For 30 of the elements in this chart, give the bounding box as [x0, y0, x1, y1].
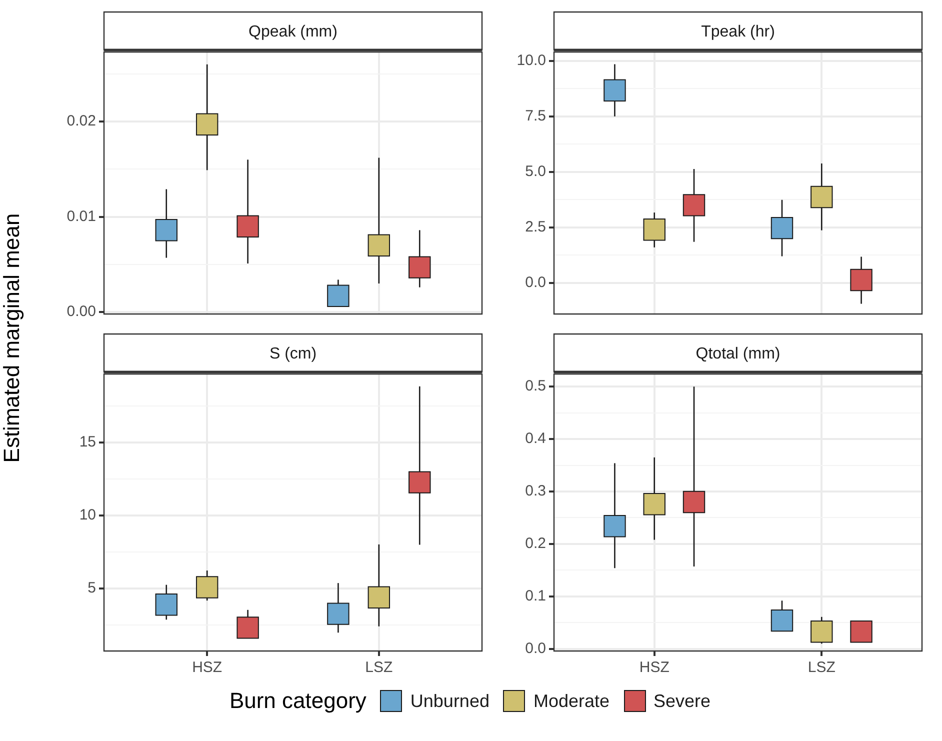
y-tick-label: 0.0 — [525, 640, 546, 658]
legend-title: Burn category — [229, 688, 366, 714]
x-tick-label: LSZ — [808, 659, 836, 676]
y-tick-label: 10.0 — [516, 52, 546, 70]
y-tick-label: 0.01 — [66, 208, 96, 225]
y-tick-label: 0.2 — [525, 535, 546, 552]
y-tick-label: 0.4 — [525, 430, 546, 448]
y-tick-label: 10 — [79, 506, 96, 524]
y-tick-label: 0.0 — [525, 274, 546, 292]
y-tick-label: 2.5 — [525, 218, 546, 236]
y-tick-label: 0.00 — [66, 303, 96, 320]
legend-label: Moderate — [533, 690, 610, 712]
y-axis-title: Estimated marginal mean — [0, 213, 25, 463]
y-tick-label: 0.5 — [525, 378, 546, 395]
x-tick-label: LSZ — [365, 659, 393, 676]
y-tick-label: 5 — [88, 579, 96, 596]
y-tick-label: 0.1 — [525, 588, 546, 605]
legend-label: Severe — [654, 690, 711, 712]
x-tick-label: HSZ — [192, 659, 222, 676]
y-tick-label: 7.5 — [525, 108, 546, 125]
chart-title: Qtotal (mm) — [696, 345, 780, 362]
y-tick-label: 0.02 — [66, 112, 96, 130]
chart-title: Tpeak (hr) — [701, 23, 775, 40]
y-tick-label: 5.0 — [525, 163, 546, 180]
chart-title: Qpeak (mm) — [248, 23, 338, 40]
y-tick-label: 0.3 — [525, 482, 546, 500]
x-tick-label: HSZ — [639, 659, 670, 676]
chart-title: S (cm) — [269, 345, 317, 362]
legend-label: Unburned — [410, 690, 490, 712]
y-tick-label: 15 — [79, 434, 96, 451]
